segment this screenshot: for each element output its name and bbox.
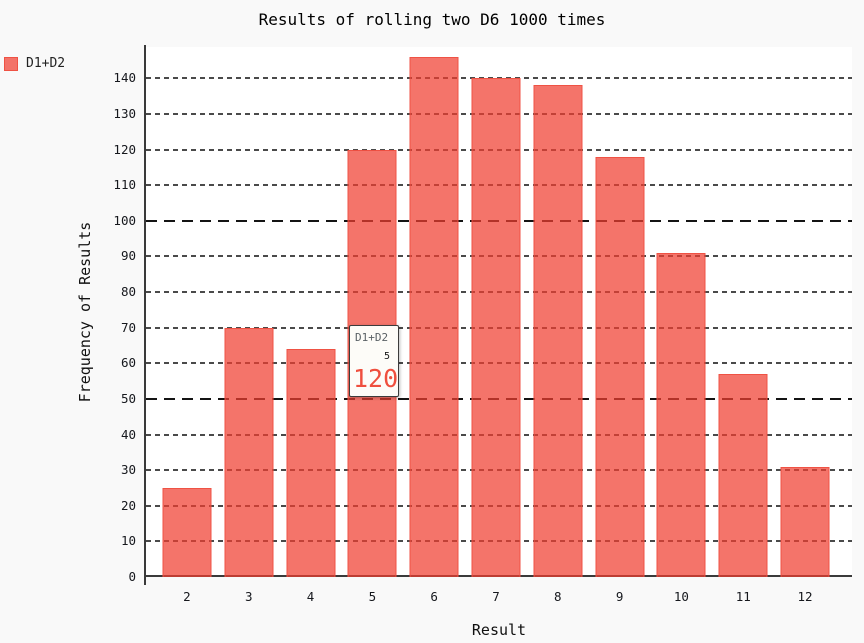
legend-item-d1d2[interactable]: D1+D2 [4,56,65,71]
bar-result-10[interactable] [656,252,706,577]
bar-slot-4 [280,47,342,577]
y-tick-label-120: 120 [113,141,136,157]
y-tick-label-70: 70 [120,319,136,335]
bar-slot-2 [156,47,218,577]
x-tick-label-10: 10 [673,589,689,604]
y-tick-label-100: 100 [113,212,136,228]
x-tick-labels: 2 3 4 5 6 7 8 9 10 11 12 [156,590,836,604]
x-tick-label-6: 6 [430,589,438,604]
bar-slot-11 [712,47,774,577]
y-tick-labels: 0 10 20 30 40 50 60 70 80 90 100 110 120 130 140 [90,47,136,584]
x-tick-label-5: 5 [368,589,377,604]
legend-color-swatch-icon [4,56,18,71]
bar-result-3[interactable] [224,327,274,577]
bar-result-2[interactable] [162,487,212,577]
bar-result-4[interactable] [286,349,336,577]
bar-slot-3 [218,47,280,577]
bar-result-6[interactable] [409,56,459,577]
y-tick-label-130: 130 [113,105,136,121]
bars-layer [156,47,836,577]
bar-slot-7 [465,47,527,577]
y-tick-label-80: 80 [120,284,136,300]
bar-slot-6 [403,47,465,577]
x-axis-title: Result [471,621,527,639]
y-tick-label-10: 10 [120,533,136,549]
y-axis-line [144,45,146,585]
bar-result-7[interactable] [471,78,521,577]
bar-slot-9 [589,47,651,577]
bar-slot-8 [527,47,589,577]
tooltip-x-label: 5 [383,351,390,362]
bar-tooltip: D1+D2 5 120 [349,325,399,397]
y-tick-label-60: 60 [120,355,136,371]
x-tick-label-7: 7 [492,589,500,604]
y-tick-label-30: 30 [120,462,136,478]
bar-result-12[interactable] [780,466,830,577]
y-tick-label-20: 20 [120,497,136,513]
x-tick-label-2: 2 [183,589,191,604]
y-tick-label-140: 140 [113,70,136,86]
bar-slot-12 [774,47,836,577]
x-tick-label-3: 3 [244,589,253,604]
bar-slot-5 [341,47,403,577]
bar-slot-10 [651,47,713,577]
tooltip-value: 120 [353,364,399,393]
y-tick-label-0: 0 [128,569,136,584]
legend-label: D1+D2 [26,56,66,71]
bar-result-11[interactable] [718,373,768,577]
bar-result-9[interactable] [595,156,645,577]
x-tick-label-9: 9 [615,589,624,604]
x-tick-label-8: 8 [554,589,562,604]
x-tick-label-11: 11 [735,589,751,604]
tooltip-serie-name: D1+D2 [355,331,389,344]
chart-title: Results of rolling two D6 1000 times [258,10,606,29]
y-tick-label-40: 40 [120,426,136,442]
y-tick-label-90: 90 [120,248,136,264]
y-tick-label-110: 110 [113,177,136,193]
y-tick-label-50: 50 [120,390,136,406]
x-tick-label-4: 4 [306,589,315,604]
x-tick-label-12: 12 [797,589,813,604]
bar-result-8[interactable] [533,85,583,577]
